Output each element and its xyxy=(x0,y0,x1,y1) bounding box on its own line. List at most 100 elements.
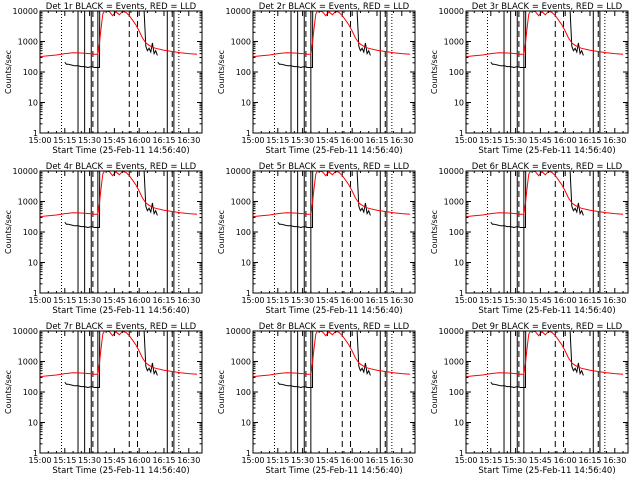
x-tick-label: 15:45 xyxy=(316,136,339,145)
x-tick-label: 16:00 xyxy=(128,456,151,465)
panel-title: Det 3r BLACK = Events, RED = LLD xyxy=(472,2,623,12)
plot-frame xyxy=(252,10,416,134)
lld-series-line xyxy=(466,11,624,58)
panel-6: 15:00 15:15 15:30 15:45 16:00 16:15 16:30 1 10 10… xyxy=(430,162,629,316)
x-tick-label: 15:30 xyxy=(291,136,314,145)
x-axis-label: Start Time (25-Feb-11 14:56:40) xyxy=(265,306,402,316)
y-tick-label: 10 xyxy=(241,419,251,428)
y-tick-label: 10000 xyxy=(226,167,251,176)
x-tick-label: 15:30 xyxy=(78,456,101,465)
x-tick-label: 16:15 xyxy=(365,296,388,305)
y-tick-label: 10 xyxy=(454,99,464,108)
y-tick-label: 1000 xyxy=(18,358,38,367)
y-tick-label: 10000 xyxy=(13,167,38,176)
x-tick-label: 16:30 xyxy=(177,296,200,305)
x-tick-label: 16:00 xyxy=(554,456,577,465)
plot-area xyxy=(253,331,411,453)
y-tick-label: 1 xyxy=(33,129,38,138)
events-series-line xyxy=(64,331,158,389)
x-tick-label: 16:30 xyxy=(603,136,626,145)
x-tick-label: 15:30 xyxy=(78,296,101,305)
y-axis-label: Counts/sec xyxy=(430,370,439,414)
x-tick-label: 15:15 xyxy=(479,456,502,465)
x-tick-label: 16:15 xyxy=(152,296,175,305)
x-axis-label: Start Time (25-Feb-11 14:56:40) xyxy=(52,146,189,156)
x-axis-label: Start Time (25-Feb-11 14:56:40) xyxy=(52,466,189,476)
y-tick-label: 1000 xyxy=(18,38,38,47)
x-axis-label: Start Time (25-Feb-11 14:56:40) xyxy=(265,466,402,476)
y-tick-label: 1000 xyxy=(444,38,464,47)
plot-area xyxy=(40,11,198,133)
lld-series-line xyxy=(40,171,198,218)
x-tick-label: 15:45 xyxy=(103,456,126,465)
y-tick-label: 1000 xyxy=(444,358,464,367)
panel-title: Det 1r BLACK = Events, RED = LLD xyxy=(46,2,197,12)
x-axis-label: Start Time (25-Feb-11 14:56:40) xyxy=(265,146,402,156)
events-series-line xyxy=(490,331,584,389)
x-tick-label: 16:30 xyxy=(603,296,626,305)
y-tick-label: 100 xyxy=(23,68,38,77)
y-tick-label: 1000 xyxy=(231,198,251,207)
plot-frame xyxy=(39,10,203,134)
events-series-line xyxy=(490,11,584,69)
y-tick-label: 1 xyxy=(246,129,251,138)
x-tick-label: 15:45 xyxy=(529,136,552,145)
x-tick-label: 16:15 xyxy=(152,456,175,465)
x-tick-label: 15:00 xyxy=(454,456,477,465)
panel-title: Det 6r BLACK = Events, RED = LLD xyxy=(472,162,623,172)
x-tick-label: 15:45 xyxy=(529,456,552,465)
y-axis-label: Counts/sec xyxy=(217,370,226,414)
y-axis-label: Counts/sec xyxy=(217,210,226,254)
y-tick-label: 100 xyxy=(23,228,38,237)
y-tick-label: 10 xyxy=(241,259,251,268)
y-tick-label: 1 xyxy=(33,289,38,298)
y-tick-label: 10000 xyxy=(13,327,38,336)
x-tick-label: 15:30 xyxy=(291,456,314,465)
y-axis-label: Counts/sec xyxy=(4,210,13,254)
plot-area xyxy=(40,331,198,453)
y-tick-label: 10000 xyxy=(13,7,38,16)
x-tick-label: 15:45 xyxy=(103,296,126,305)
x-tick-label: 16:15 xyxy=(578,296,601,305)
x-tick-label: 15:00 xyxy=(241,456,264,465)
lld-series-line xyxy=(466,331,624,378)
plot-area xyxy=(466,331,624,453)
y-axis-label: Counts/sec xyxy=(4,370,13,414)
plot-frame xyxy=(465,170,629,294)
y-tick-label: 10 xyxy=(241,99,251,108)
y-tick-label: 1 xyxy=(246,449,251,458)
x-axis-label: Start Time (25-Feb-11 14:56:40) xyxy=(478,146,615,156)
events-series-line xyxy=(64,11,158,69)
panel-8: 15:00 15:15 15:30 15:45 16:00 16:15 16:30 1 10 10… xyxy=(217,322,416,476)
lld-series-line xyxy=(253,331,411,378)
x-tick-label: 15:00 xyxy=(241,296,264,305)
x-tick-label: 15:00 xyxy=(28,456,51,465)
x-tick-label: 15:15 xyxy=(266,296,289,305)
x-tick-label: 15:30 xyxy=(504,136,527,145)
x-tick-label: 15:15 xyxy=(53,136,76,145)
x-tick-label: 16:30 xyxy=(390,456,413,465)
x-axis-label: Start Time (25-Feb-11 14:56:40) xyxy=(478,466,615,476)
x-tick-label: 16:15 xyxy=(152,136,175,145)
panel-title: Det 7r BLACK = Events, RED = LLD xyxy=(46,322,197,332)
x-tick-label: 16:15 xyxy=(365,136,388,145)
y-tick-label: 1 xyxy=(459,289,464,298)
y-tick-label: 10000 xyxy=(226,327,251,336)
x-tick-label: 15:15 xyxy=(53,296,76,305)
events-series-line xyxy=(64,171,158,229)
x-tick-label: 16:30 xyxy=(177,136,200,145)
x-tick-label: 16:00 xyxy=(341,456,364,465)
y-tick-label: 100 xyxy=(236,388,251,397)
y-axis-label: Counts/sec xyxy=(430,50,439,94)
events-series-line xyxy=(277,171,371,229)
x-tick-label: 16:00 xyxy=(554,136,577,145)
y-tick-label: 10000 xyxy=(439,327,464,336)
x-tick-label: 15:45 xyxy=(316,296,339,305)
panel-title: Det 9r BLACK = Events, RED = LLD xyxy=(472,322,623,332)
plot-area xyxy=(466,171,624,293)
plot-area xyxy=(466,11,624,133)
y-tick-label: 1 xyxy=(33,449,38,458)
plot-frame xyxy=(252,330,416,454)
x-tick-label: 16:00 xyxy=(128,296,151,305)
x-tick-label: 15:15 xyxy=(479,296,502,305)
